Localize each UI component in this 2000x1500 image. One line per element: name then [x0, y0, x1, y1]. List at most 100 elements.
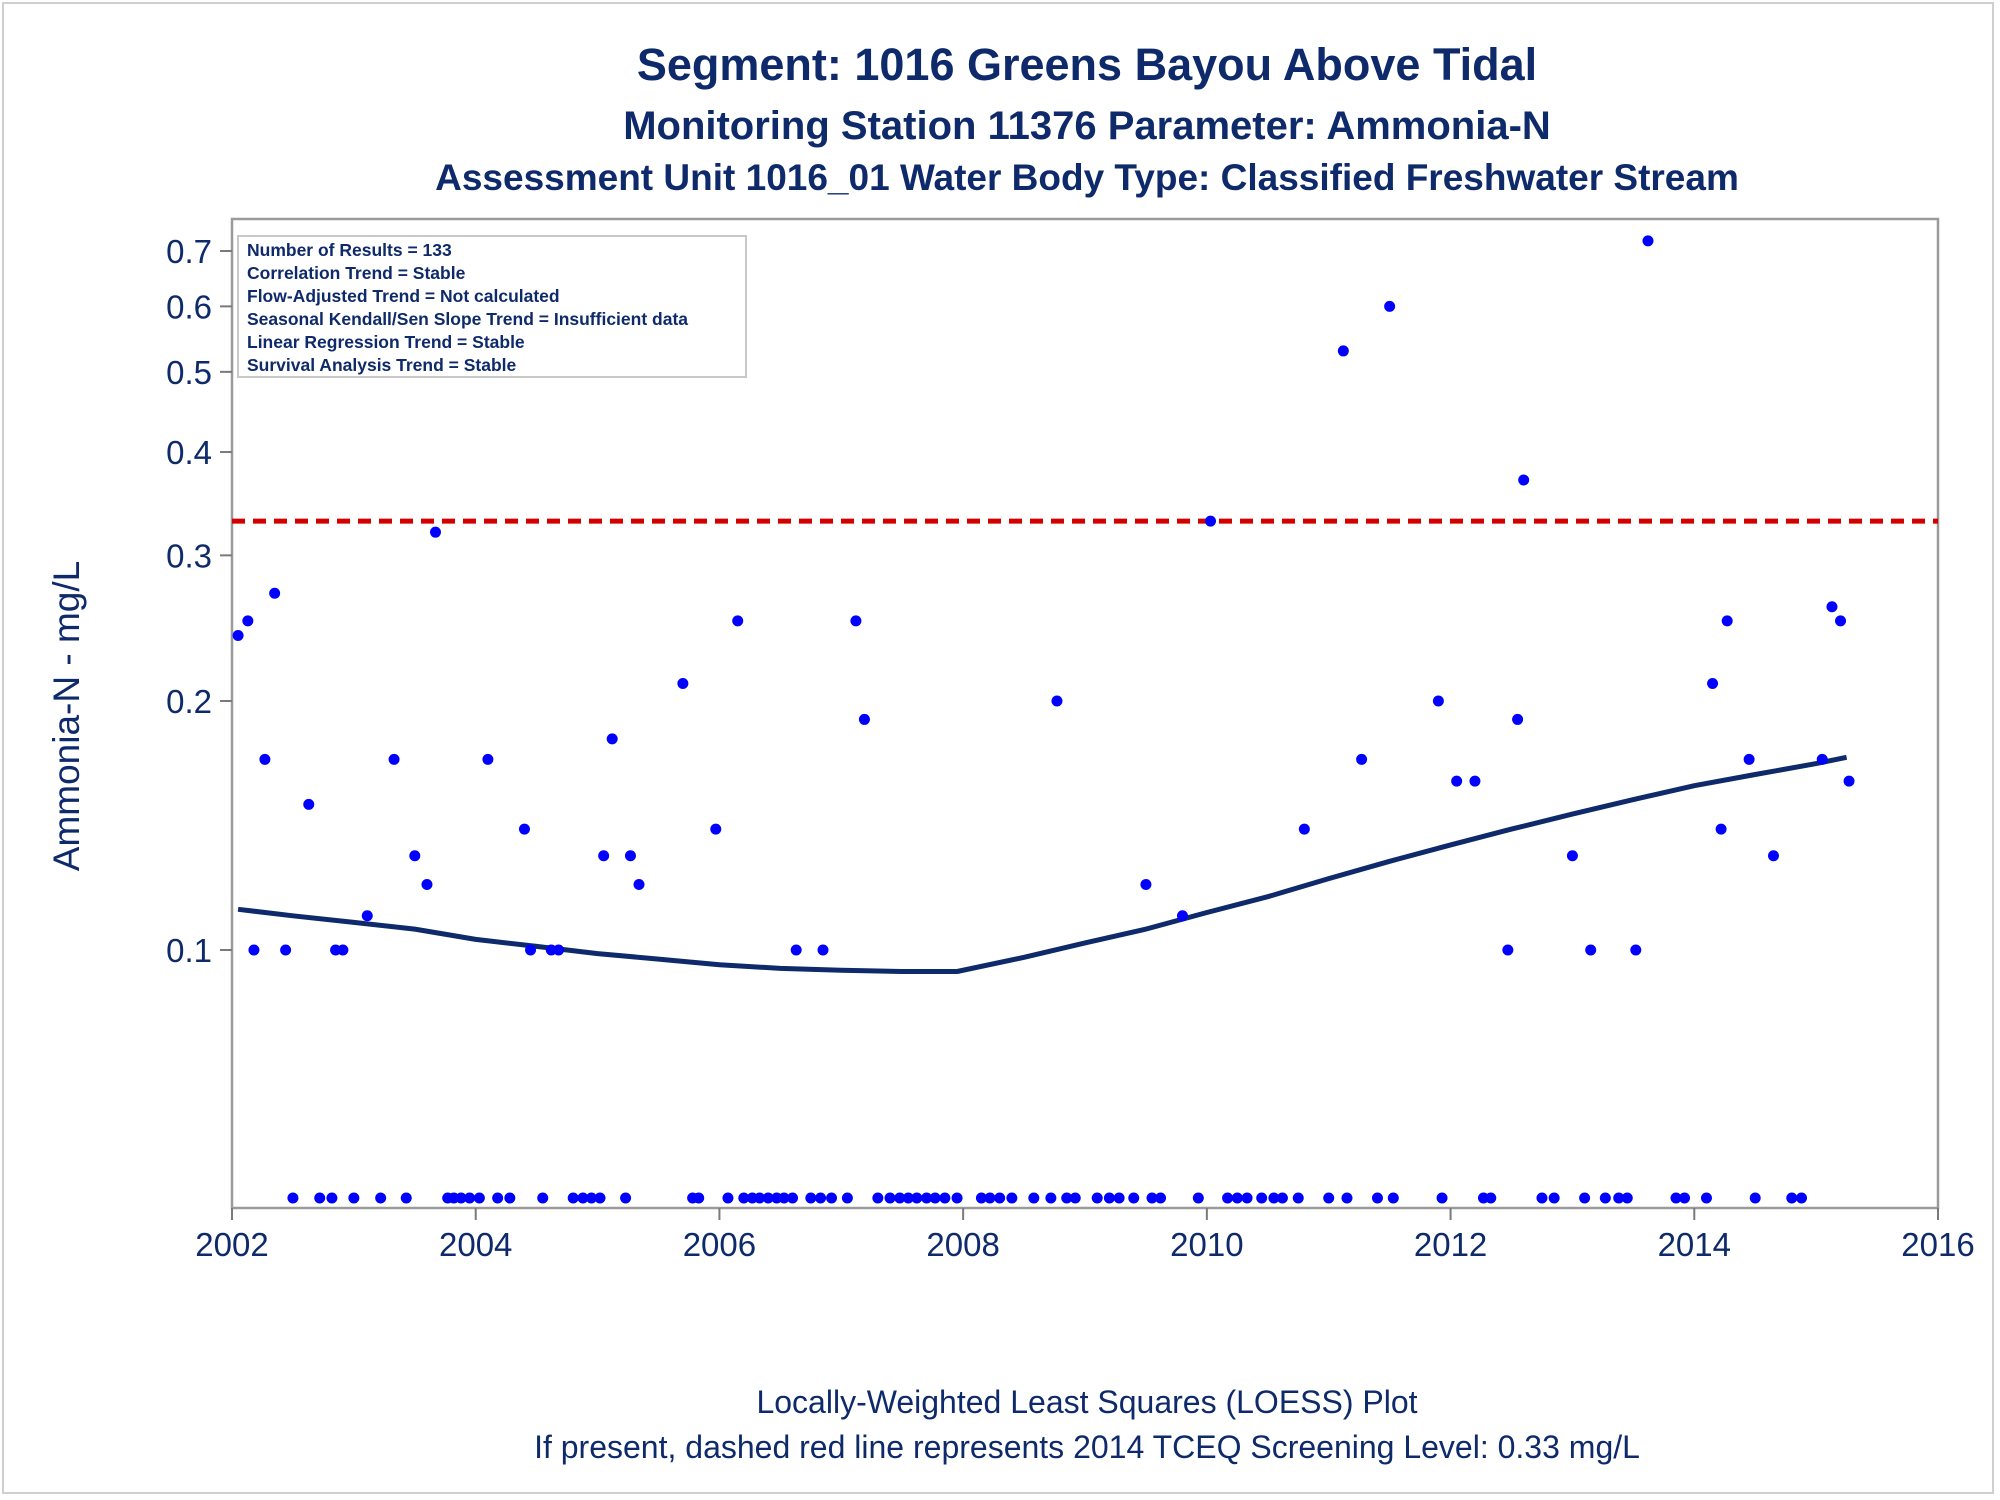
below-detection-point	[1256, 1192, 1268, 1204]
data-point	[606, 733, 618, 745]
below-detection-point	[1621, 1192, 1633, 1204]
below-detection-point	[911, 1192, 923, 1204]
below-detection-point	[464, 1192, 476, 1204]
below-detection-point	[400, 1192, 412, 1204]
data-point	[259, 753, 271, 765]
data-point	[598, 850, 610, 862]
below-detection-point	[921, 1192, 933, 1204]
data-point	[1384, 300, 1396, 312]
below-detection-point	[1341, 1192, 1353, 1204]
footnote-screening: If present, dashed red line represents 2…	[534, 1429, 1640, 1465]
below-detection-point	[929, 1192, 941, 1204]
below-detection-point	[1485, 1192, 1497, 1204]
stats-line: Seasonal Kendall/Sen Slope Trend = Insuf…	[247, 309, 688, 329]
below-detection-point	[994, 1192, 1006, 1204]
below-detection-point	[455, 1192, 467, 1204]
stats-line: Number of Results = 133	[247, 240, 452, 260]
below-detection-point	[473, 1192, 485, 1204]
below-detection-point	[1292, 1192, 1304, 1204]
x-tick-label: 2016	[1901, 1226, 1974, 1263]
x-tick-label: 2004	[439, 1226, 512, 1263]
below-detection-point	[1146, 1192, 1158, 1204]
below-detection-point	[754, 1192, 766, 1204]
data-point	[421, 879, 433, 891]
below-detection-point	[1113, 1192, 1125, 1204]
plot-area: 2002 2004 2006 2008 2010 2012 2014 2016 0.1 0.2 0.…	[166, 217, 1975, 1263]
below-detection-point	[693, 1192, 705, 1204]
below-detection-point	[1028, 1192, 1040, 1204]
stats-line: Survival Analysis Trend = Stable	[247, 355, 517, 375]
below-detection-point	[884, 1192, 896, 1204]
x-tick-label: 2012	[1414, 1226, 1487, 1263]
below-detection-point	[805, 1192, 817, 1204]
x-tick-label: 2014	[1658, 1226, 1731, 1263]
below-detection-point	[1069, 1192, 1081, 1204]
below-detection-point	[504, 1192, 516, 1204]
data-point	[269, 587, 281, 599]
x-tick-label: 2010	[1170, 1226, 1243, 1263]
data-point	[1469, 775, 1481, 787]
data-point	[1743, 753, 1755, 765]
below-detection-point	[375, 1192, 387, 1204]
data-point	[409, 850, 421, 862]
y-tick-label: 0.6	[166, 288, 212, 325]
stats-line: Flow-Adjusted Trend = Not calculated	[247, 286, 560, 306]
stats-line: Correlation Trend = Stable	[247, 263, 466, 283]
data-point	[1051, 695, 1063, 707]
data-point	[677, 677, 689, 689]
below-detection-point	[1155, 1192, 1167, 1204]
below-detection-point	[1231, 1192, 1243, 1204]
below-detection-point	[939, 1192, 951, 1204]
below-detection-point	[620, 1192, 632, 1204]
below-detection-point	[594, 1192, 606, 1204]
below-detection-point	[1679, 1192, 1691, 1204]
below-detection-point	[1371, 1192, 1383, 1204]
below-detection-point	[1006, 1192, 1018, 1204]
stats-box: Number of Results = 133 Correlation Trend…	[237, 235, 747, 378]
below-detection-point	[1599, 1192, 1611, 1204]
y-tick-label: 0.7	[166, 233, 212, 270]
below-detection-point	[951, 1192, 963, 1204]
data-point	[1356, 753, 1368, 765]
y-tick-label: 0.1	[166, 932, 212, 969]
below-detection-point	[314, 1192, 326, 1204]
plot-frame	[230, 217, 1940, 1210]
data-point	[388, 753, 400, 765]
data-point	[553, 944, 565, 956]
stats-box-border	[237, 235, 747, 378]
data-point	[1721, 615, 1733, 627]
data-point	[242, 615, 254, 627]
data-point	[430, 526, 442, 538]
data-point	[1337, 345, 1349, 357]
data-point	[518, 823, 530, 835]
data-point	[633, 879, 645, 891]
data-point	[1767, 850, 1779, 862]
data-point	[1502, 944, 1514, 956]
data-point	[248, 944, 260, 956]
below-detection-point	[1700, 1192, 1712, 1204]
below-detection-point	[826, 1192, 838, 1204]
below-detection-point	[1323, 1192, 1335, 1204]
below-detection-point	[567, 1192, 579, 1204]
data-point	[1826, 601, 1838, 613]
data-point	[303, 798, 315, 810]
below-detection-point	[787, 1192, 799, 1204]
below-detection-point	[738, 1192, 750, 1204]
data-point	[624, 850, 636, 862]
below-detection-point	[872, 1192, 884, 1204]
data-point	[1585, 944, 1597, 956]
chart-title: Segment: 1016 Greens Bayou Above Tidal	[637, 39, 1537, 90]
below-detection-point	[537, 1192, 549, 1204]
below-detection-point	[815, 1192, 827, 1204]
below-detection-point	[1128, 1192, 1140, 1204]
below-detection-point	[984, 1192, 996, 1204]
data-point	[858, 713, 870, 725]
x-tick-label: 2008	[926, 1226, 999, 1263]
data-point	[1835, 615, 1847, 627]
data-point	[1176, 910, 1188, 922]
data-point	[482, 753, 494, 765]
below-detection-point	[902, 1192, 914, 1204]
data-point	[337, 944, 349, 956]
data-point	[1205, 515, 1217, 527]
below-detection-point	[1613, 1192, 1625, 1204]
